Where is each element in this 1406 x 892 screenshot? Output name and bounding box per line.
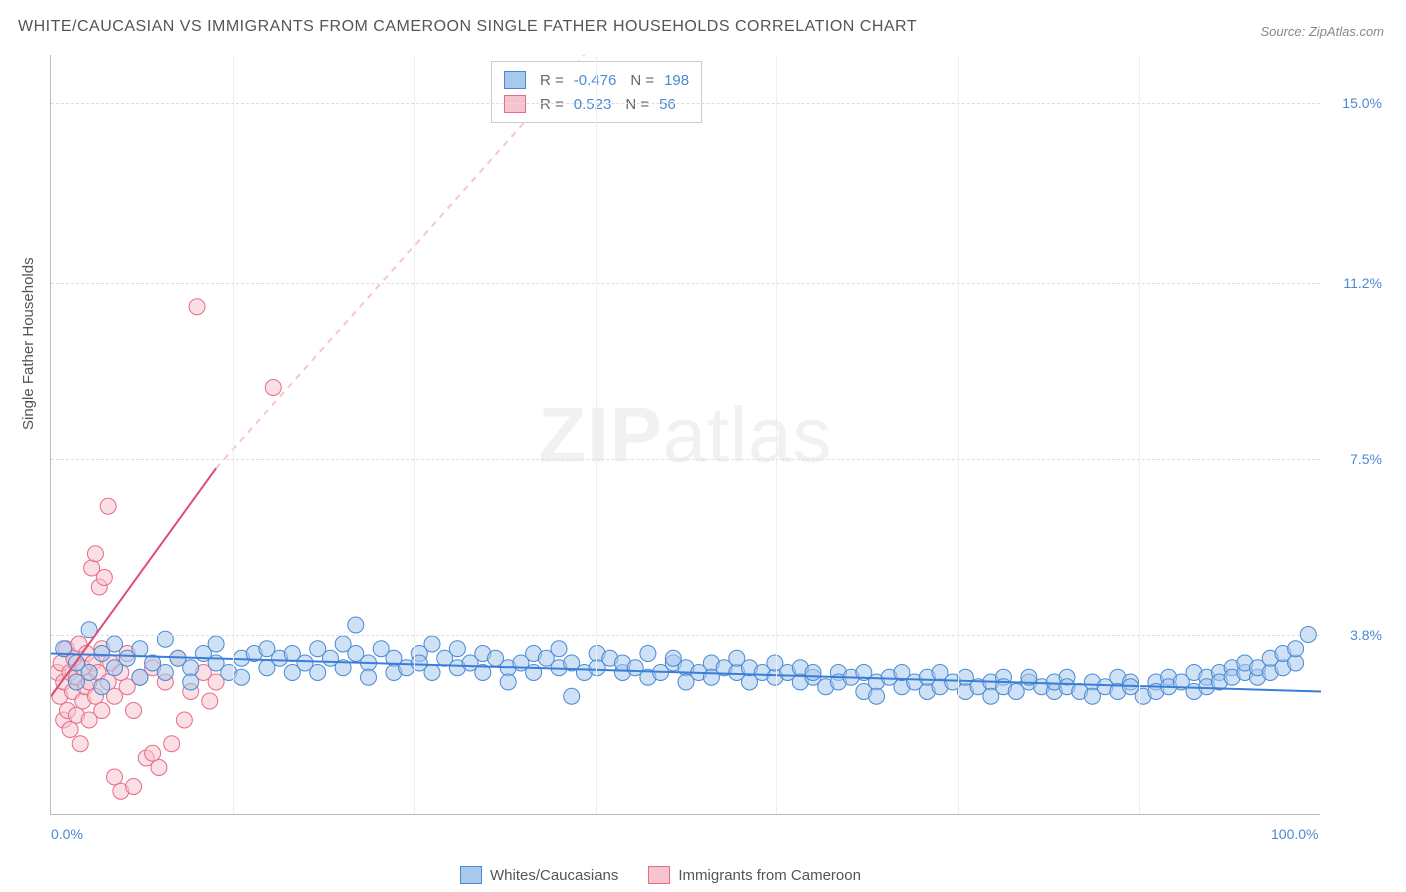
n-label-pink: N = <box>625 96 649 113</box>
legend-label-blue: Whites/Caucasians <box>490 867 618 884</box>
gridline-h <box>51 103 1320 104</box>
legend-label-pink: Immigrants from Cameroon <box>678 867 861 884</box>
r-value-pink: 0.523 <box>574 96 612 113</box>
y-tick-label: 7.5% <box>1350 451 1382 467</box>
n-value-pink: 56 <box>659 96 676 113</box>
legend-swatch-blue <box>460 866 482 884</box>
n-label-blue: N = <box>630 72 654 89</box>
x-tick-label: 0.0% <box>51 826 83 842</box>
gridline-h <box>51 635 1320 636</box>
plot-area: ZIPatlas R = -0.476 N = 198 R = 0.523 N … <box>50 55 1320 815</box>
gridline-h <box>51 283 1320 284</box>
y-tick-label: 3.8% <box>1350 627 1382 643</box>
gridline-v <box>958 55 959 814</box>
y-tick-label: 11.2% <box>1343 275 1382 291</box>
swatch-pink <box>504 95 526 113</box>
bottom-legend: Whites/Caucasians Immigrants from Camero… <box>460 866 861 884</box>
gridline-v <box>1139 55 1140 814</box>
gridline-v <box>596 55 597 814</box>
r-label-pink: R = <box>540 96 564 113</box>
y-tick-label: 15.0% <box>1342 95 1382 111</box>
scatter-chart <box>51 55 1321 815</box>
n-value-blue: 198 <box>664 72 689 89</box>
source-label: Source: ZipAtlas.com <box>1260 24 1384 39</box>
legend-item-pink: Immigrants from Cameroon <box>648 866 861 884</box>
gridline-v <box>414 55 415 814</box>
r-label-blue: R = <box>540 72 564 89</box>
swatch-blue <box>504 71 526 89</box>
y-axis-label: Single Father Households <box>20 257 37 430</box>
gridline-v <box>233 55 234 814</box>
gridline-h <box>51 459 1320 460</box>
x-tick-label: 100.0% <box>1271 826 1318 842</box>
chart-title: WHITE/CAUCASIAN VS IMMIGRANTS FROM CAMER… <box>18 18 917 36</box>
legend-item-blue: Whites/Caucasians <box>460 866 618 884</box>
gridline-v <box>776 55 777 814</box>
legend-swatch-pink <box>648 866 670 884</box>
